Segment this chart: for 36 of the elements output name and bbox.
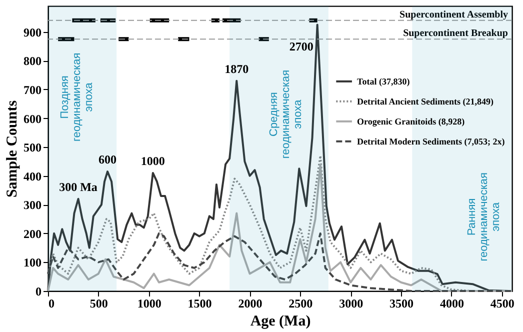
y-axis-title: Sample Counts xyxy=(4,100,20,198)
x-tick-label: 4000 xyxy=(440,296,464,310)
x-tick-label: 500 xyxy=(90,296,108,310)
y-tick-label: 100 xyxy=(24,256,42,270)
y-tick-label: 700 xyxy=(24,82,42,97)
y-tick-label: 500 xyxy=(24,140,42,155)
band-label: Поздняя геодинамическая эпоха xyxy=(59,52,96,142)
y-tick-label: 0 xyxy=(36,284,42,298)
ref-line-label: Supercontinent Assembly xyxy=(400,9,508,20)
y-tick-label: 900 xyxy=(24,25,42,40)
y-tick-label: 800 xyxy=(24,54,42,68)
ref-line-label: Supercontinent Breakup xyxy=(403,28,508,40)
y-tick-label: 300 xyxy=(24,198,42,212)
annotation: 300 Ma xyxy=(59,180,98,194)
annotation: 600 xyxy=(98,152,117,167)
x-tick-label: 0 xyxy=(48,296,54,310)
legend-label: Detrital Modern Sediments (7,053; 2x) xyxy=(357,136,505,146)
y-tick-label: 200 xyxy=(24,226,42,241)
x-tick-label: 1500 xyxy=(188,296,212,310)
x-tick-label: 3500 xyxy=(390,296,414,310)
annotation: 1000 xyxy=(140,154,165,168)
x-tick-label: 2000 xyxy=(238,296,262,310)
band-label: Средняя геодинамическая эпоха xyxy=(268,70,304,159)
legend-label: Orogenic Granitoids (8,928) xyxy=(357,116,465,126)
annotation: 2700 xyxy=(289,40,314,54)
x-tick-label: 4500 xyxy=(490,296,514,310)
y-tick-label: 600 xyxy=(24,112,42,126)
legend-label: Detrital Ancient Sediments (21,849) xyxy=(357,96,494,106)
x-tick-label: 1000 xyxy=(137,296,162,310)
band-label: Ранняя геодинамическая эпоха xyxy=(466,172,502,262)
x-axis-title: Age (Ma) xyxy=(250,314,311,330)
x-tick-label: 3000 xyxy=(339,296,364,310)
y-tick-label: 400 xyxy=(24,169,42,184)
legend-label: Total (37,830) xyxy=(357,76,410,86)
annotation: 1870 xyxy=(224,62,249,76)
x-tick-label: 2500 xyxy=(288,296,313,310)
